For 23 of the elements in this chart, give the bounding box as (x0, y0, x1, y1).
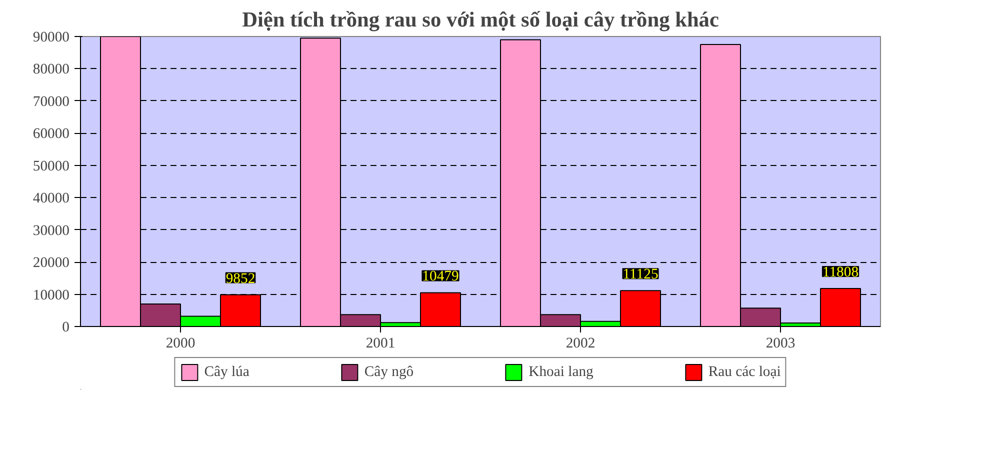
legend-label: Cây lúa (204, 364, 250, 380)
chart-title: Diện tích trồng rau so với một số loại cây trồng khác (242, 8, 719, 32)
legend-label: Cây ngô (364, 364, 414, 380)
x-tick-label: 2002 (566, 336, 596, 352)
y-tick-label: 50000 (32, 158, 70, 174)
y-tick-label: 60000 (32, 126, 70, 142)
data-label: 9852 (226, 270, 256, 287)
y-tick-label: 70000 (32, 94, 70, 110)
y-tick-label: 40000 (32, 190, 70, 207)
y-tick-label: 10000 (32, 287, 70, 304)
y-tick-label: 30000 (32, 222, 70, 239)
y-tick-label: 80000 (32, 62, 70, 78)
data-label: 11808 (822, 264, 859, 280)
y-tick-label: 90000 (32, 30, 70, 46)
x-tick-label: 2000 (166, 336, 196, 352)
data-label: 11125 (622, 266, 658, 283)
data-label: 10479 (422, 268, 459, 285)
y-tick-label: 20000 (32, 255, 70, 272)
x-tick-label: 2001 (366, 336, 396, 352)
y-tick-label: 0 (62, 320, 70, 336)
x-tick-label: 2003 (766, 336, 796, 352)
legend-label: Rau các loại (708, 364, 781, 380)
legend-label: Khoai lang (528, 364, 594, 380)
